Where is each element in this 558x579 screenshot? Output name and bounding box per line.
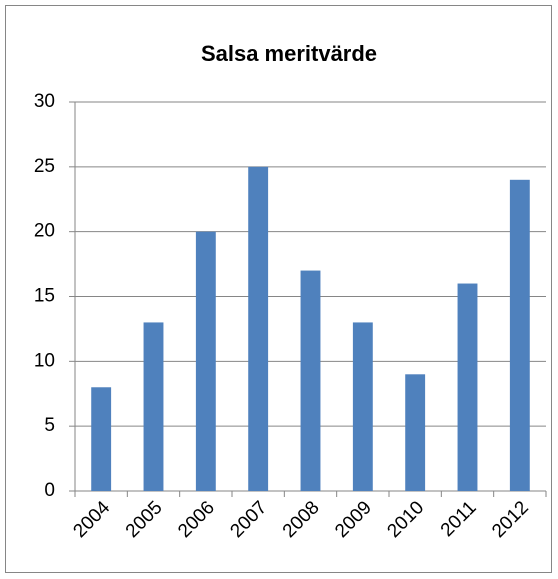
bar xyxy=(300,270,321,491)
bar xyxy=(248,166,269,492)
y-tick-label: 5 xyxy=(44,415,55,436)
chart-title: Salsa meritvärde xyxy=(201,41,377,66)
bar xyxy=(352,322,373,491)
bar xyxy=(405,374,426,491)
y-tick-label: 0 xyxy=(44,480,55,501)
bar xyxy=(457,283,478,491)
bar xyxy=(143,322,164,491)
y-tick-label: 15 xyxy=(34,286,55,307)
y-tick-label: 10 xyxy=(34,350,55,371)
y-tick-label: 30 xyxy=(34,91,55,112)
bar xyxy=(509,179,530,492)
y-tick-label: 25 xyxy=(34,156,55,177)
bar xyxy=(195,231,216,491)
bar xyxy=(91,387,112,491)
y-tick-label: 20 xyxy=(34,221,55,242)
